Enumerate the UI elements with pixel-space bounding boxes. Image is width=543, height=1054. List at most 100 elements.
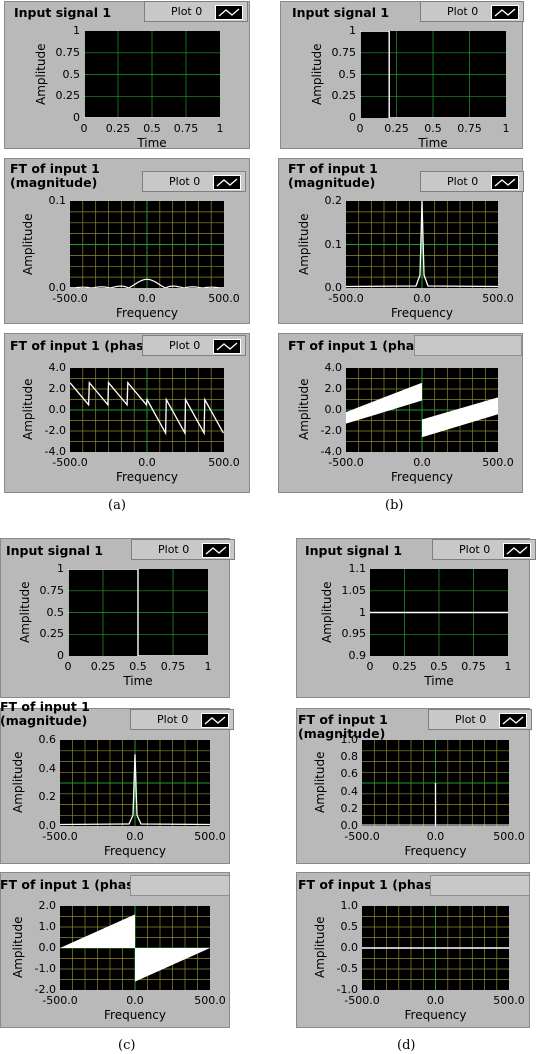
y-tick-label: 0.6 (38, 733, 57, 746)
plot-legend[interactable]: Plot 0 (142, 335, 246, 356)
figure-caption: (a) (108, 498, 126, 513)
wave-glyph-icon (494, 178, 516, 187)
x-axis-label-frequency: Frequency (391, 306, 453, 320)
plot-legend-tab[interactable] (130, 875, 230, 896)
y-axis-label-amplitude: Amplitude (18, 581, 32, 643)
phase-band-right (422, 397, 498, 438)
y-tick-label: 0.25 (55, 89, 81, 103)
plot-legend-line-icon (499, 713, 527, 728)
y-tick-label: 0.75 (55, 45, 81, 59)
wave-glyph-icon (216, 178, 238, 187)
x-tick-label: -500.0 (52, 292, 88, 305)
plot-legend[interactable]: Plot 0 (428, 709, 532, 730)
y-axis-label-amplitude: Amplitude (21, 378, 35, 441)
input-plot-svg (68, 569, 208, 656)
x-axis-label-frequency: Frequency (116, 306, 178, 320)
x-tick-label: 0.75 (457, 122, 482, 135)
y-tick-label: 0.2 (324, 194, 343, 207)
plot-legend-tab[interactable] (414, 335, 522, 356)
y-tick-label: 0.5 (338, 67, 357, 81)
x-axis-label-time: Time (418, 136, 448, 150)
plot-legend-line-icon (491, 175, 519, 190)
y-axis-label-amplitude: Amplitude (313, 916, 327, 979)
x-tick-label: 0.0 (126, 994, 144, 1007)
y-tick-label: 0.4 (340, 784, 359, 798)
x-tick-label: 1 (216, 122, 224, 135)
phase-plot-area (346, 368, 498, 452)
x-axis-label-time: Time (123, 674, 153, 688)
magnitude-title: FT of input 1 (magnitude) (10, 161, 100, 190)
input-plot-area (360, 31, 506, 118)
y-axis-label-amplitude: Amplitude (297, 378, 311, 441)
y-axis-label-amplitude: Amplitude (297, 213, 311, 275)
y-axis-label-amplitude: Amplitude (320, 581, 334, 643)
wave-glyph-icon (502, 716, 524, 725)
y-tick-label: 0.5 (340, 920, 359, 933)
plot-legend[interactable]: Plot 0 (432, 539, 536, 560)
x-axis-label-frequency: Frequency (404, 844, 467, 858)
x-tick-label: 500.0 (194, 994, 226, 1007)
y-tick-label: 1.0 (340, 899, 359, 912)
y-tick-label: -1.0 (336, 983, 358, 996)
input-plot-svg (370, 569, 508, 656)
magnitude-trace (346, 201, 498, 288)
wave-glyph-icon (205, 546, 227, 555)
x-tick-label: 0.0 (413, 292, 431, 305)
input-plot-area (68, 569, 208, 656)
magnitude-title: FT of input 1 (magnitude) (0, 699, 90, 728)
x-tick-label: 0 (356, 122, 364, 135)
plot-legend-line-icon (202, 543, 230, 558)
x-tick-label: 500.0 (482, 456, 514, 469)
input-title: Input signal 1 (14, 5, 112, 20)
x-tick-label: -500.0 (344, 994, 380, 1007)
phase-plot-svg (70, 368, 224, 452)
y-tick-label: 0.0 (48, 281, 67, 294)
y-axis-label-amplitude: Amplitude (11, 751, 25, 814)
plot-legend[interactable]: Plot 0 (130, 709, 234, 730)
y-tick-label: 1.0 (340, 733, 359, 746)
magnitude-plot-area (362, 740, 509, 826)
x-tick-label: 0.25 (90, 660, 116, 673)
x-tick-label: 0.5 (143, 122, 161, 135)
y-tick-label: 0.5 (46, 605, 65, 619)
y-axis-label-amplitude: Amplitude (310, 43, 324, 105)
x-tick-label: 500.0 (482, 292, 514, 305)
input-plot-svg (360, 31, 506, 118)
y-axis-label-amplitude: Amplitude (21, 213, 35, 275)
y-tick-label: 2.0 (38, 899, 57, 912)
wave-glyph-icon (216, 342, 238, 351)
plot-legend[interactable]: Plot 0 (142, 171, 246, 192)
y-tick-label: 0.0 (324, 281, 343, 294)
y-tick-label: 2.0 (48, 382, 67, 395)
phase-band-left (346, 382, 422, 424)
figure-caption: (c) (118, 1038, 136, 1053)
plot-legend-label: Plot 0 (157, 713, 189, 726)
y-tick-label: 0.1 (324, 237, 343, 251)
y-tick-label: 0 (73, 111, 80, 124)
plot-legend-label: Plot 0 (169, 175, 201, 188)
x-tick-label: 0.5 (430, 660, 448, 673)
y-tick-label: -2.0 (44, 424, 66, 437)
y-tick-label: 0.0 (340, 819, 359, 832)
input-plot-svg (84, 31, 220, 118)
x-tick-label: 0.0 (138, 292, 156, 305)
input-title: Input signal 1 (6, 543, 104, 558)
plot-legend-line-icon (491, 5, 519, 20)
x-tick-label: 0.5 (129, 660, 147, 673)
x-tick-label: 0.75 (173, 122, 199, 135)
plot-legend[interactable]: Plot 0 (420, 171, 524, 192)
y-tick-label: 1 (57, 562, 64, 575)
x-tick-label: 1 (204, 660, 212, 673)
y-tick-label: 1.0 (38, 920, 57, 933)
x-tick-label: 0.25 (384, 122, 409, 135)
wave-glyph-icon (506, 546, 528, 555)
y-tick-label: 4.0 (48, 361, 67, 374)
plot-legend[interactable]: Plot 0 (420, 1, 524, 22)
magnitude-title: FT of input 1 (magnitude) (298, 712, 388, 741)
plot-legend[interactable]: Plot 0 (144, 1, 248, 22)
y-tick-label: 0.0 (38, 941, 57, 954)
plot-legend[interactable]: Plot 0 (131, 539, 235, 560)
figure-caption: (d) (397, 1038, 416, 1053)
y-tick-label: -4.0 (44, 445, 66, 458)
plot-legend-tab[interactable] (430, 875, 530, 896)
